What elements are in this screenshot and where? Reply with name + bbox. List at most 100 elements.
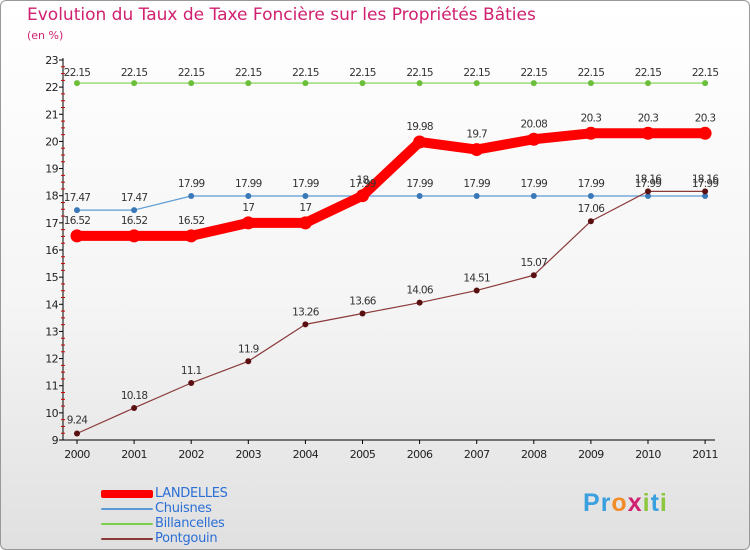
x-tick-label: 2004 xyxy=(293,448,319,461)
y-tick-label: 20 xyxy=(45,135,58,148)
data-point-landelles xyxy=(241,216,255,230)
data-label-pontgouin: 15.07 xyxy=(521,257,548,269)
data-label-chuisnes: 17.99 xyxy=(521,178,548,190)
data-label-billancelles: 22.15 xyxy=(178,67,205,79)
data-label-landelles: 19.7 xyxy=(466,129,487,141)
data-label-billancelles: 22.15 xyxy=(578,67,605,79)
legend-item-billancelles: Billancelles xyxy=(101,516,321,532)
data-point-chuisnes xyxy=(702,192,709,199)
logo-letter: r xyxy=(600,489,612,517)
data-label-landelles: 20.3 xyxy=(638,112,659,124)
data-point-billancelles xyxy=(587,80,594,87)
x-tick-label: 2011 xyxy=(692,448,718,461)
data-label-landelles: 17 xyxy=(242,202,254,214)
legend: LANDELLES Chuisnes Billancelles Pontgoui… xyxy=(101,486,321,547)
data-point-pontgouin xyxy=(702,188,709,195)
axes: 9 10 11 12 13 14 15 16 17 18 19 20 21 22 23 2000 2001 200… xyxy=(45,54,718,461)
data-point-pontgouin xyxy=(74,430,80,437)
data-point-chuisnes xyxy=(645,192,651,199)
data-point-landelles xyxy=(584,126,598,140)
series-line-pontgouin xyxy=(76,190,706,435)
legend-label-pontgouin: Pontgouin xyxy=(155,531,218,546)
data-point-landelles xyxy=(356,189,369,203)
data-label-pontgouin: 17.06 xyxy=(578,203,606,215)
data-label-pontgouin: 18.16 xyxy=(692,173,720,185)
legend-swatch-chuisnes xyxy=(101,508,153,510)
series-line-chuisnes xyxy=(76,195,706,211)
data-label-chuisnes: 17.99 xyxy=(635,178,662,190)
data-point-landelles xyxy=(470,143,484,157)
data-point-billancelles xyxy=(530,80,537,87)
data-label-pontgouin: 11.9 xyxy=(238,343,259,355)
data-point-billancelles xyxy=(702,80,709,87)
data-point-landelles xyxy=(70,229,84,243)
data-point-billancelles xyxy=(302,80,309,87)
data-point-billancelles xyxy=(245,80,252,87)
data-point-chuisnes xyxy=(587,192,594,199)
data-label-pontgouin: 14.06 xyxy=(406,285,434,297)
data-label-pontgouin: 11.1 xyxy=(181,365,202,377)
data-point-landelles xyxy=(527,132,541,146)
data-label-billancelles: 22.15 xyxy=(64,67,91,79)
data-point-billancelles xyxy=(416,80,423,87)
y-tick-label: 15 xyxy=(45,271,58,284)
data-label-pontgouin: 9.24 xyxy=(67,414,89,426)
legend-item-pontgouin: Pontgouin xyxy=(101,531,321,547)
data-label-billancelles: 22.15 xyxy=(292,67,319,79)
data-point-chuisnes xyxy=(131,207,138,214)
data-point-billancelles xyxy=(74,80,80,87)
data-label-billancelles: 22.15 xyxy=(463,67,490,79)
data-label-pontgouin: 13.26 xyxy=(292,306,320,318)
data-label-landelles: 17 xyxy=(299,202,311,214)
data-point-chuisnes xyxy=(302,192,309,199)
y-tick-label: 21 xyxy=(45,108,58,121)
data-label-billancelles: 22.15 xyxy=(635,67,662,79)
x-tick-label: 2008 xyxy=(521,448,547,461)
legend-label-billancelles: Billancelles xyxy=(155,516,225,531)
y-tick-label: 16 xyxy=(45,244,58,257)
logo-letter: o xyxy=(611,489,628,517)
data-label-billancelles: 22.15 xyxy=(235,67,262,79)
data-point-pontgouin xyxy=(530,272,537,279)
data-point-billancelles xyxy=(188,80,195,87)
data-point-pontgouin xyxy=(188,380,195,386)
x-tick-label: 2005 xyxy=(350,448,376,461)
data-label-billancelles: 22.15 xyxy=(349,67,376,79)
data-point-landelles xyxy=(641,126,655,140)
y-tick-label: 9 xyxy=(52,434,59,447)
data-label-pontgouin: 13.66 xyxy=(349,296,377,308)
legend-item-landelles: LANDELLES xyxy=(101,486,321,502)
data-label-chuisnes: 17.99 xyxy=(578,178,605,190)
y-tick-label: 11 xyxy=(45,380,58,393)
x-tick-label: 2000 xyxy=(64,448,90,461)
y-tick-label: 10 xyxy=(45,407,58,420)
data-point-landelles xyxy=(298,216,312,230)
data-point-pontgouin xyxy=(473,287,480,294)
logo-letter: t xyxy=(650,489,660,517)
data-label-landelles: 20.3 xyxy=(581,112,602,124)
data-point-landelles xyxy=(184,229,198,243)
data-label-chuisnes: 17.99 xyxy=(235,178,262,190)
data-point-landelles xyxy=(413,135,427,149)
data-point-chuisnes xyxy=(473,192,480,199)
legend-label-landelles: LANDELLES xyxy=(155,486,228,501)
data-point-landelles xyxy=(127,229,141,243)
data-point-pontgouin xyxy=(245,358,252,365)
data-label-billancelles: 22.15 xyxy=(692,67,719,79)
logo-letter: x xyxy=(627,489,643,517)
data-point-billancelles xyxy=(645,80,651,87)
logo-letter: P xyxy=(583,489,601,517)
data-label-chuisnes: 17.47 xyxy=(64,192,91,204)
legend-swatch-pontgouin xyxy=(101,538,153,540)
data-point-chuisnes xyxy=(188,192,195,199)
data-label-chuisnes: 17.99 xyxy=(349,178,376,190)
chart-subtitle: (en %) xyxy=(27,29,64,42)
legend-label-chuisnes: Chuisnes xyxy=(155,501,212,516)
data-point-pontgouin xyxy=(302,321,309,328)
y-tick-label: 23 xyxy=(45,54,58,67)
logo-letter: i xyxy=(642,489,651,517)
y-tick-label: 19 xyxy=(45,163,58,176)
x-tick-label: 2010 xyxy=(635,448,661,461)
